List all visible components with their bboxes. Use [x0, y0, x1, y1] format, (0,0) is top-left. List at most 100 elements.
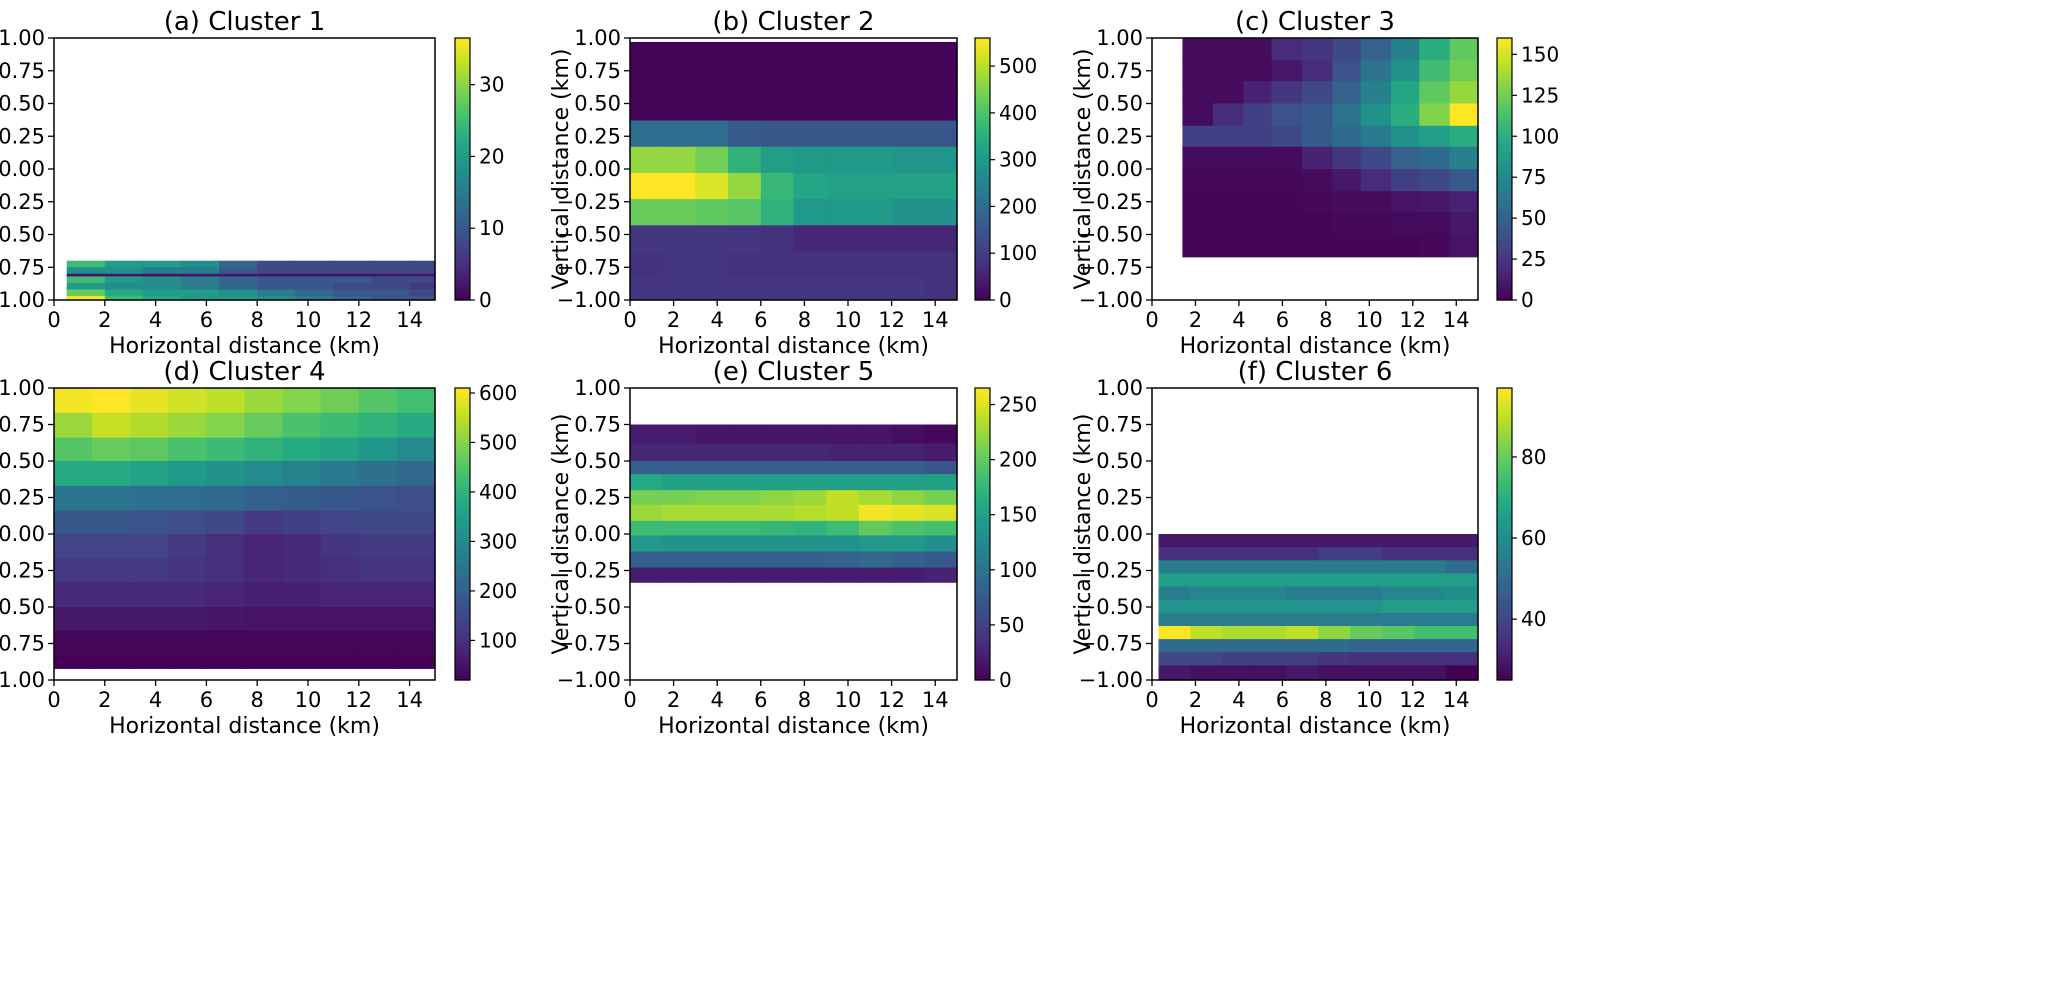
colorbar-gradient-segment — [455, 577, 470, 584]
colorbar-gradient-segment — [1497, 529, 1512, 535]
colorbar-gradient-segment — [455, 94, 470, 100]
colorbar-gradient-segment — [455, 282, 470, 288]
heatmap-cell — [1158, 612, 1192, 627]
heatmap-cell — [1350, 586, 1383, 601]
heatmap-cell — [104, 289, 144, 297]
heatmap-cell — [219, 260, 258, 268]
y-tick-label: −0.75 — [0, 255, 45, 279]
colorbar-gradient-segment — [455, 103, 470, 109]
heatmap-cell — [1446, 652, 1479, 666]
colorbar-gradient-segment — [975, 138, 990, 144]
heatmap-cell — [1158, 652, 1192, 666]
colorbar-gradient-segment — [1497, 534, 1512, 540]
heatmap-cell — [1446, 534, 1479, 548]
heatmap-cell — [728, 504, 762, 522]
heatmap-cell — [728, 535, 762, 553]
colorbar-gradient-segment — [455, 422, 470, 428]
colorbar-gradient-segment — [975, 120, 990, 126]
heatmap-cell — [295, 282, 334, 291]
heatmap-cell — [1190, 652, 1224, 666]
heatmap-cell — [793, 41, 827, 69]
colorbar-gradient-segment — [975, 587, 990, 593]
heatmap-cell — [891, 120, 925, 148]
colorbar-tick-label: 0 — [999, 288, 1012, 312]
y-tick-label: 0.25 — [574, 486, 621, 510]
colorbar-gradient-segment — [1497, 286, 1512, 292]
colorbar-tick-label: 100 — [479, 628, 517, 652]
heatmap-cell — [662, 504, 696, 522]
heatmap-cell — [662, 535, 696, 553]
heatmap-cell — [333, 276, 373, 284]
colorbar-gradient-segment — [975, 212, 990, 218]
y-tick-label: −0.75 — [1079, 632, 1143, 656]
heatmap-cell — [168, 412, 207, 439]
heatmap-cell — [858, 424, 893, 445]
heatmap-cell — [130, 607, 169, 631]
colorbar-gradient-segment — [975, 59, 990, 65]
heatmap-cell — [219, 296, 258, 301]
heatmap-cell — [858, 94, 893, 122]
colorbar-gradient-segment — [1497, 402, 1512, 409]
colorbar-gradient-segment — [975, 164, 990, 170]
heatmap-cell — [1182, 234, 1214, 258]
heatmap-cell — [1222, 599, 1255, 614]
heatmap-cell — [1449, 191, 1479, 213]
colorbar-gradient-segment — [455, 397, 470, 404]
heatmap-cell — [891, 94, 925, 122]
colorbar-gradient-segment — [455, 269, 470, 275]
heatmap-cell — [206, 461, 246, 487]
colorbar-gradient-segment — [455, 46, 470, 52]
colorbar-gradient-segment — [455, 177, 470, 183]
colorbar-gradient-segment — [975, 199, 990, 205]
colorbar-gradient-segment — [1497, 260, 1512, 266]
colorbar-gradient-segment — [455, 186, 470, 192]
heatmap-cell — [282, 437, 322, 462]
heatmap-cell — [1243, 234, 1273, 258]
heatmap-cell — [396, 607, 436, 631]
heatmap-cell — [142, 289, 182, 297]
heatmap-cell — [206, 607, 246, 631]
colorbar-gradient-segment — [1497, 42, 1512, 48]
heatmap-cell — [1212, 60, 1244, 82]
colorbar-gradient-segment — [1497, 107, 1512, 113]
y-tick-label: 1.00 — [574, 26, 621, 50]
y-tick-label: −0.25 — [1079, 190, 1143, 214]
y-tick-label: −1.00 — [557, 668, 621, 692]
colorbar-gradient-segment — [455, 38, 470, 43]
colorbar-tick-label: 80 — [1521, 445, 1546, 469]
heatmap-cell — [1212, 146, 1244, 170]
colorbar-gradient-segment — [975, 103, 990, 109]
heatmap-cell — [244, 412, 284, 439]
heatmap-cell — [826, 520, 860, 537]
y-tick-label: 0.25 — [0, 486, 45, 510]
colorbar-gradient-segment — [1497, 129, 1512, 135]
heatmap-cell — [662, 120, 696, 148]
colorbar-gradient-segment — [1497, 577, 1512, 584]
colorbar-gradient-segment — [455, 587, 470, 593]
heatmap-cell — [92, 630, 131, 656]
heatmap-cell — [257, 296, 296, 301]
heatmap-cell — [662, 474, 696, 491]
colorbar-gradient-segment — [455, 169, 470, 174]
heatmap-cell — [924, 94, 958, 122]
colorbar-gradient-segment — [975, 55, 990, 61]
heatmap-cell — [1382, 547, 1415, 561]
heatmap-cell — [1419, 125, 1451, 148]
heatmap-cell — [924, 199, 958, 226]
heatmap-cell — [396, 461, 436, 487]
colorbar-gradient-segment — [455, 120, 470, 126]
heatmap-cell — [130, 437, 169, 462]
heatmap-cell — [320, 412, 360, 439]
colorbar-gradient-segment — [455, 431, 470, 438]
heatmap-cell — [1318, 665, 1351, 681]
heatmap-cell — [695, 225, 729, 253]
colorbar-gradient-segment — [455, 660, 470, 666]
heatmap-cell — [630, 504, 664, 522]
y-tick-label: 0.75 — [0, 59, 45, 83]
heatmap-cell — [891, 41, 925, 69]
heatmap-cell — [826, 94, 860, 122]
heatmap-cell — [1414, 639, 1447, 653]
heatmap-cell — [1414, 547, 1447, 561]
heatmap-cell — [1243, 125, 1273, 148]
colorbar-gradient-segment — [455, 402, 470, 409]
